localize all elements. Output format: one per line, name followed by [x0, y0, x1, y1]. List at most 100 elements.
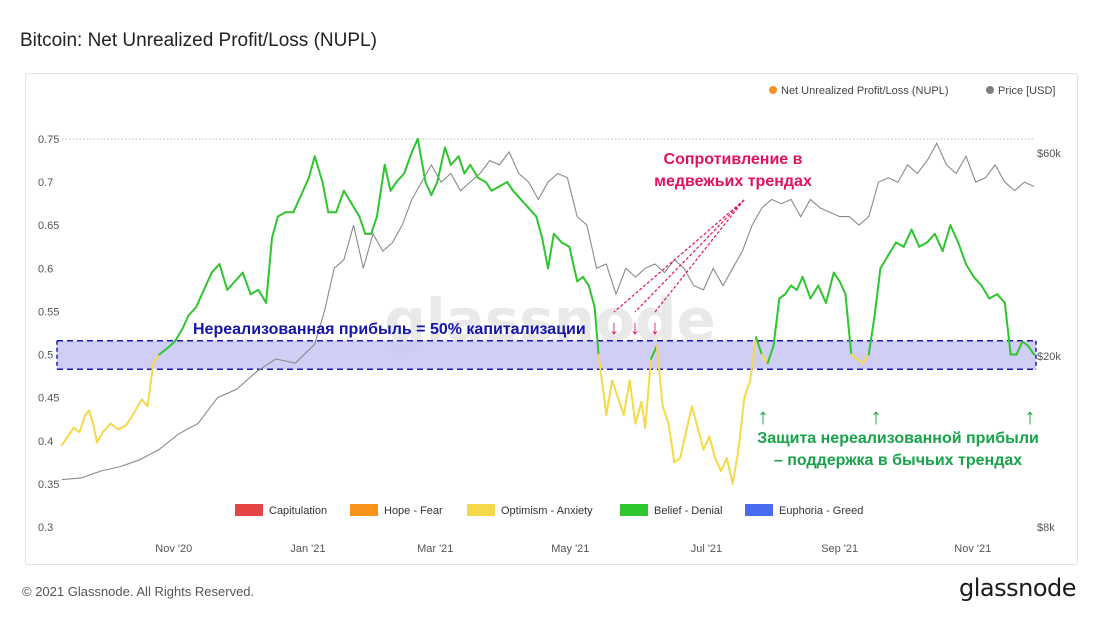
nupl-segment	[737, 396, 746, 451]
nupl-segment	[817, 284, 827, 304]
nupl-segment	[790, 284, 798, 291]
nupl-segment	[731, 448, 740, 485]
nupl-segment	[181, 314, 190, 330]
nupl-segment	[622, 379, 631, 416]
nupl-segment	[241, 271, 252, 296]
x-tick-label: Nov '21	[954, 543, 991, 555]
nupl-segment	[395, 172, 406, 184]
x-tick-label: Mar '21	[417, 543, 453, 555]
nupl-segment	[725, 457, 734, 485]
y-tick-label: 0.4	[38, 436, 53, 448]
x-tick-label: Nov '20	[155, 543, 192, 555]
y-tick-label: 0.3	[38, 522, 53, 534]
nupl-segment	[894, 241, 905, 248]
nupl-segment	[202, 271, 213, 291]
nupl-segment	[720, 457, 728, 472]
nupl-segment	[218, 263, 229, 291]
y-tick-label: 0.35	[38, 479, 59, 491]
nupl-segment	[300, 176, 310, 197]
nupl-segment	[335, 189, 345, 214]
nupl-segment	[838, 280, 847, 296]
nupl-segment	[321, 181, 330, 214]
nupl-segment	[410, 138, 419, 153]
nupl-segment	[832, 271, 841, 283]
nupl-segment	[226, 280, 237, 291]
nupl-segment	[375, 163, 386, 218]
nupl-segment	[696, 426, 705, 451]
zone-label: Hope - Fear	[384, 505, 443, 517]
nupl-segment	[457, 155, 466, 175]
legend-dot-price	[986, 86, 994, 94]
nupl-segment	[78, 413, 87, 434]
nupl-segment	[996, 293, 1006, 304]
nupl-segment	[702, 435, 711, 451]
nupl-segment	[611, 379, 619, 399]
nupl-segment	[535, 215, 544, 240]
nupl-segment	[918, 241, 929, 248]
nupl-segment	[795, 275, 804, 291]
nupl-segment	[980, 284, 991, 300]
nupl-segment	[988, 293, 999, 300]
resistance-pointer-line	[613, 199, 745, 313]
nupl-segment	[1027, 344, 1035, 356]
nupl-segment	[933, 232, 944, 253]
nupl-segment	[463, 163, 472, 175]
zone-swatch	[620, 504, 648, 516]
nupl-segment	[576, 275, 584, 283]
nupl-segment	[519, 198, 530, 209]
zone-swatch	[350, 504, 378, 516]
nupl-segment	[449, 155, 460, 166]
nupl-segment	[358, 215, 367, 235]
band-annotation: Нереализованная прибыль = 50% капитализа…	[193, 321, 586, 338]
nupl-segment	[755, 336, 763, 356]
nupl-segment	[714, 457, 723, 472]
nupl-segment	[443, 146, 452, 166]
nupl-segment	[879, 254, 890, 270]
nupl-segment	[109, 422, 120, 431]
footer-copyright: © 2021 Glassnode. All Rights Reserved.	[22, 584, 255, 599]
nupl-segment	[844, 293, 853, 356]
support-arrow: ↑	[871, 404, 882, 429]
nupl-segment	[801, 275, 812, 300]
nupl-segment	[690, 405, 699, 429]
zone-label: Capitulation	[269, 505, 327, 517]
nupl-segment	[92, 422, 98, 444]
nupl-segment	[512, 189, 522, 201]
x-tick-label: Sep '21	[821, 543, 858, 555]
y-tick-label: 0.65	[38, 220, 59, 232]
nupl-segment	[132, 398, 143, 415]
nupl-segment	[506, 181, 515, 192]
nupl-segment	[234, 271, 244, 283]
nupl-segment	[541, 237, 549, 270]
nupl-segment	[158, 347, 168, 356]
nupl-segment	[1021, 340, 1030, 347]
nupl-segment	[581, 275, 590, 287]
legend-label-nupl: Net Unrealized Profit/Loss (NUPL)	[781, 85, 949, 97]
nupl-segment	[910, 228, 921, 248]
nupl-segment	[743, 379, 752, 399]
nupl-segment	[527, 206, 538, 218]
nupl-segment	[146, 362, 155, 408]
resistance-arrow: ↓	[609, 317, 619, 339]
x-tick-label: Jul '21	[691, 543, 722, 555]
nupl-segment	[650, 344, 658, 360]
nupl-segment	[640, 400, 647, 429]
glassnode-logo[interactable]: glassnode	[958, 574, 1077, 602]
nupl-segment	[926, 232, 936, 244]
support-annotation-line2: – поддержка в бычьих трендах	[774, 452, 1022, 469]
price-line	[61, 142, 1035, 481]
nupl-segment	[61, 435, 69, 447]
nupl-segment	[270, 215, 279, 240]
nupl-segment	[276, 211, 287, 218]
nupl-segment	[101, 422, 112, 434]
support-arrow: ↑	[758, 404, 769, 429]
nupl-segment	[424, 181, 433, 197]
x-tick-label: Jan '21	[290, 543, 325, 555]
nupl-segment	[1015, 340, 1024, 356]
nupl-segment	[873, 267, 882, 317]
nupl-segment	[125, 412, 135, 427]
support-annotation-line1: Защита нереализованной прибыли	[757, 430, 1039, 447]
nupl-segment	[195, 288, 205, 309]
zone-swatch	[745, 504, 773, 516]
nupl-segment	[601, 383, 608, 416]
